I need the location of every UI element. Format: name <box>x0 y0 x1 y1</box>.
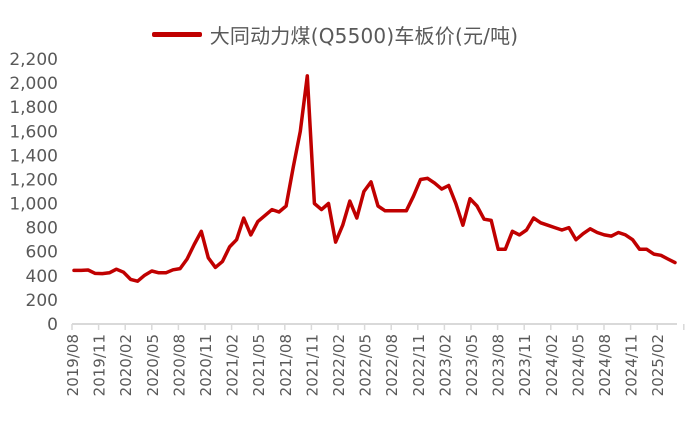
x-tick-label: 2021/05 <box>250 334 268 396</box>
y-tick-label: 2,000 <box>9 74 58 94</box>
x-tick-label: 2019/08 <box>64 334 82 396</box>
x-tick-label: 2022/02 <box>330 334 348 396</box>
x-tick-label: 2022/05 <box>357 334 375 396</box>
chart-legend: 大同动力煤(Q5500)车板价(元/吨) <box>0 14 700 54</box>
x-tick-label: 2022/08 <box>383 334 401 396</box>
x-tick-label: 2021/08 <box>277 334 295 396</box>
y-tick-label: 1,400 <box>9 146 58 166</box>
x-tick-label: 2023/08 <box>490 334 508 396</box>
y-tick-label: 1,200 <box>9 170 58 190</box>
y-tick-label: 0 <box>47 315 58 335</box>
x-tick-label: 2023/02 <box>436 334 454 396</box>
x-tick-label: 2025/02 <box>649 334 667 396</box>
x-tick-label: 2020/11 <box>197 334 215 396</box>
x-tick-label: 2024/11 <box>623 334 641 396</box>
x-tick-label: 2020/08 <box>170 334 188 396</box>
x-tick-label: 2024/05 <box>569 334 587 396</box>
y-tick-label: 200 <box>26 291 58 311</box>
legend-label: 大同动力煤(Q5500)车板价(元/吨) <box>209 23 519 48</box>
x-tick-label: 2023/05 <box>463 334 481 396</box>
x-tick-label: 2024/08 <box>596 334 614 396</box>
x-tick-label: 2019/11 <box>91 334 109 396</box>
legend-line-swatch <box>151 31 202 37</box>
x-tick-label: 2023/11 <box>516 334 534 396</box>
x-tick-label: 2022/11 <box>410 334 428 396</box>
price-series-line <box>72 74 677 283</box>
x-tick-label: 2024/02 <box>543 334 561 396</box>
y-tick-label: 2,200 <box>9 50 58 70</box>
y-tick-label: 400 <box>26 267 58 287</box>
x-tick-label: 2020/05 <box>144 334 162 396</box>
y-tick-label: 800 <box>26 219 58 239</box>
y-tick-label: 600 <box>26 243 58 263</box>
x-tick-label: 2020/02 <box>117 334 135 396</box>
x-tick-label: 2021/02 <box>224 334 242 396</box>
y-tick-label: 1,600 <box>9 122 58 142</box>
y-tick-label: 1,000 <box>9 195 58 215</box>
x-tick-label: 2021/11 <box>303 334 321 396</box>
y-tick-label: 1,800 <box>9 98 58 118</box>
